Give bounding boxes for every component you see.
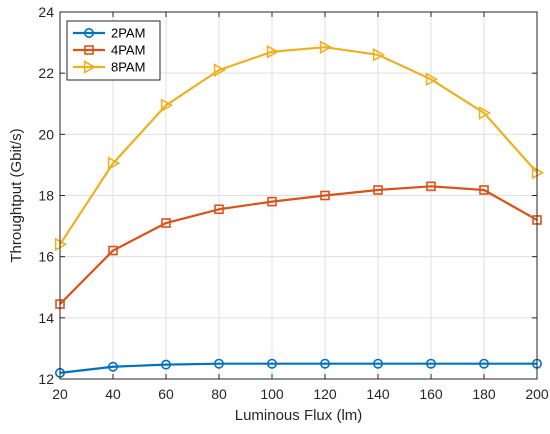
series-2PAM [54,358,542,378]
series-line-4PAM [59,185,538,305]
data-point-2PAM [372,358,383,369]
x-tick-label: 140 [366,386,390,402]
data-point-8PAM [54,237,68,252]
series-line-8PAM [59,46,538,246]
data-point-2PAM [108,361,119,372]
data-point-8PAM [213,63,227,77]
data-point-8PAM [372,47,386,62]
tick-layer: 20 40 60 80 100 120 140 160 180 200 12 14 16 18 20 22 24 [38,4,548,402]
data-point-2PAM [214,358,225,369]
legend-label: 4PAM [111,43,145,58]
y-axis-label: Throughtput (Gbit/s) [8,128,25,262]
legend-item-2PAM: 2PAM [73,26,145,41]
y-tick-label: 22 [38,65,54,81]
legend-label: 8PAM [111,60,145,75]
legend-item-4PAM: 4PAM [73,43,145,58]
series-line-2PAM [59,362,537,374]
x-tick-label: 80 [211,386,227,402]
data-point-8PAM [266,44,280,59]
x-tick-label: 180 [472,386,496,402]
x-tick-label: 40 [105,386,121,402]
data-point-4PAM [108,245,118,256]
data-point-2PAM [266,358,277,369]
data-point-8PAM [160,98,174,113]
data-point-8PAM [107,156,121,171]
data-point-8PAM [319,40,333,55]
y-tick-label: 16 [38,249,54,265]
y-tick-label: 24 [38,4,54,20]
data-point-2PAM [478,358,489,369]
legend-item-8PAM: 8PAM [73,60,145,75]
legend: 2PAM 4PAM 8PAM [66,20,161,81]
x-tick-label: 120 [313,386,337,402]
data-point-8PAM [425,72,439,87]
x-tick-label: 20 [52,386,68,402]
data-point-2PAM [319,358,330,369]
x-axis-label: Luminous Flux (lm) [235,407,363,424]
data-point-8PAM [478,106,492,120]
y-tick-label: 20 [38,126,54,142]
x-tick-label: 200 [525,386,549,402]
x-tick-label: 60 [158,386,174,402]
legend-swatch-marker [83,60,97,74]
x-tick-label: 100 [260,386,284,402]
x-tick-label: 160 [419,386,443,402]
data-point-2PAM [425,358,436,369]
data-point-4PAM [320,190,330,201]
data-point-8PAM [531,165,545,180]
y-tick-label: 18 [38,188,54,204]
legend-label: 2PAM [111,26,145,41]
series-layer [54,40,545,378]
series-8PAM [54,40,545,252]
data-point-4PAM [479,185,489,195]
series-4PAM [55,181,542,309]
data-point-2PAM [161,359,172,370]
data-point-4PAM [373,185,383,195]
data-point-4PAM [214,204,224,215]
data-point-4PAM [161,218,171,228]
data-point-4PAM [267,196,277,207]
y-tick-label: 12 [38,371,54,387]
data-point-4PAM [426,181,436,192]
legend-swatch-marker [84,45,94,55]
y-tick-label: 14 [38,310,54,326]
legend-swatch-marker [84,27,95,38]
